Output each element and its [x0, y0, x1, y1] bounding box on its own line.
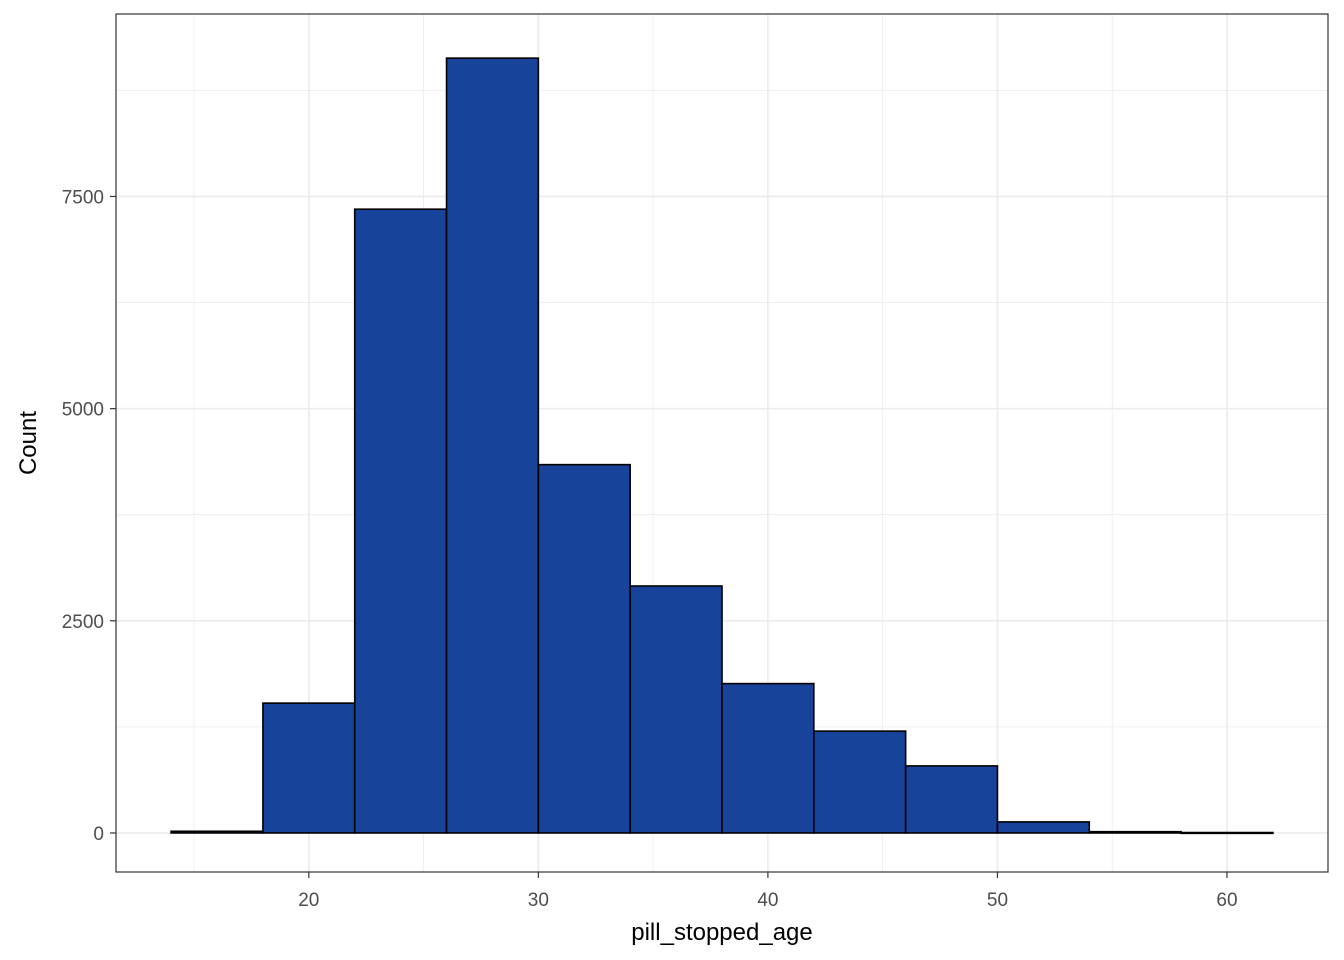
- x-tick-label: 30: [528, 890, 549, 911]
- x-axis-title: pill_stopped_age: [631, 919, 813, 946]
- histogram-bar: [904, 765, 999, 834]
- histogram-bar: [537, 463, 631, 834]
- x-axis: 20 30 40 50 60: [298, 872, 1238, 911]
- histogram-bar: [996, 821, 1091, 834]
- histogram-bar: [1180, 831, 1274, 835]
- panel-border: [115, 13, 1329, 873]
- histogram-bar: [721, 682, 815, 834]
- histogram-bar: [629, 585, 723, 834]
- y-tick-label: 2500: [62, 612, 104, 633]
- x-tick-label: 60: [1216, 890, 1237, 911]
- y-axis: 0 2500 5000 7500: [62, 187, 116, 845]
- histogram-bar: [1088, 830, 1182, 834]
- histogram-bar: [445, 57, 540, 834]
- histogram-bar: [262, 702, 356, 834]
- x-tick-label: 40: [757, 890, 778, 911]
- y-axis-title: Count: [15, 411, 42, 475]
- histogram-bar: [170, 830, 264, 834]
- y-tick-label: 0: [93, 824, 104, 845]
- histogram-bars: [170, 57, 1274, 835]
- histogram-bar: [813, 730, 907, 834]
- y-tick-label: 7500: [62, 187, 104, 208]
- y-tick-label: 5000: [62, 400, 104, 421]
- x-tick-label: 50: [987, 890, 1008, 911]
- histogram-bar: [353, 208, 448, 834]
- x-tick-label: 20: [298, 890, 319, 911]
